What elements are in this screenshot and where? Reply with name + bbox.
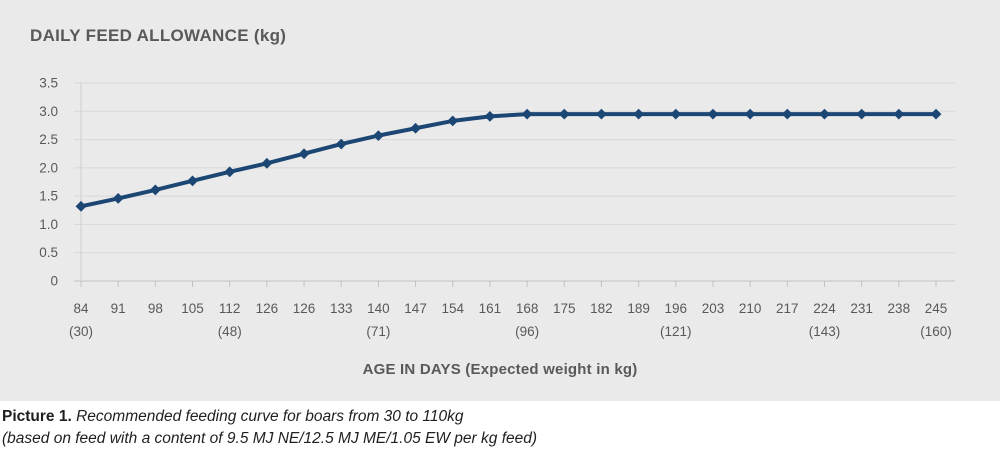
x-age-label: 98: [148, 301, 163, 316]
data-point-marker: [558, 108, 570, 120]
x-age-label: 231: [850, 301, 873, 316]
x-age-label: 105: [181, 301, 204, 316]
data-point-marker: [335, 138, 347, 150]
feeding-curve-chart-card: DAILY FEED ALLOWANCE (kg) 0 0.5 1.0 1.5 2.0 2…: [0, 0, 1000, 401]
data-point-marker: [856, 108, 868, 120]
x-weight-label: (71): [366, 324, 390, 339]
chart-title: DAILY FEED ALLOWANCE (kg): [30, 26, 287, 45]
y-tick-label: 2.5: [39, 132, 58, 147]
x-age-label: 133: [330, 301, 353, 316]
x-age-label: 126: [293, 301, 316, 316]
data-point-marker: [298, 148, 310, 160]
y-tick-label: 1.0: [39, 217, 58, 232]
x-age-label: 168: [516, 301, 539, 316]
x-age-label: 84: [73, 301, 89, 316]
data-point-marker: [261, 157, 273, 169]
figure-caption: Picture 1. Recommended feeding curve for…: [2, 406, 992, 450]
data-point-marker: [372, 130, 384, 142]
data-point-marker: [633, 108, 645, 120]
data-point-marker: [484, 110, 496, 122]
caption-line-1: Picture 1. Recommended feeding curve for…: [2, 406, 992, 428]
series-line: [79, 112, 938, 209]
x-age-label: 189: [627, 301, 650, 316]
data-point-marker: [521, 108, 533, 120]
data-point-marker: [930, 108, 942, 120]
x-age-label: 238: [888, 301, 911, 316]
x-axis-title-main: AGE IN DAYS: [362, 361, 461, 378]
data-point-marker: [819, 108, 830, 120]
x-age-label: 140: [367, 301, 390, 316]
data-point-marker: [149, 184, 161, 196]
x-age-label: 161: [479, 301, 502, 316]
x-weight-label: (30): [69, 324, 93, 339]
data-point-marker: [707, 108, 719, 120]
caption-text-line2: (based on feed with a content of 9.5 MJ …: [2, 430, 538, 447]
x-age-label: 224: [813, 301, 836, 316]
caption-label: Picture 1.: [2, 408, 72, 425]
x-age-label: 175: [553, 301, 576, 316]
data-point-marker: [75, 200, 87, 212]
data-point-marker: [670, 108, 682, 120]
x-weight-label: (121): [660, 324, 692, 339]
data-point-marker: [410, 122, 421, 134]
y-tick-label: 2.0: [39, 160, 58, 175]
y-tick-label: 3.0: [39, 104, 58, 119]
data-point-marker: [781, 108, 793, 120]
chart-plot-area: 0 0.5 1.0 1.5 2.0 2.5 3.0 3.5 84 (30) 91 98 105 112 (4…: [39, 76, 955, 339]
x-age-label: 217: [776, 301, 799, 316]
x-age-label: 154: [441, 301, 464, 316]
x-age-label: 210: [739, 301, 762, 316]
data-point-marker: [744, 108, 756, 120]
y-tick-label: 1.5: [39, 189, 58, 204]
x-weight-label: (96): [515, 324, 539, 339]
x-weight-label: (160): [920, 324, 952, 339]
y-tick-label: 0: [50, 274, 58, 289]
x-weight-label: (48): [218, 324, 242, 339]
x-age-label: 112: [219, 301, 241, 316]
x-age-label: 126: [256, 301, 279, 316]
x-weight-label: (143): [809, 324, 841, 339]
data-point-marker: [224, 166, 236, 178]
y-tick-label: 0.5: [39, 245, 58, 260]
x-age-label: 196: [665, 301, 688, 316]
y-tick-label: 3.5: [39, 76, 58, 91]
data-point-marker: [112, 193, 124, 204]
x-age-label: 245: [925, 301, 948, 316]
x-age-label: 182: [590, 301, 613, 316]
x-age-label: 203: [702, 301, 725, 316]
x-axis-title: AGE IN DAYS (Expected weight in kg): [0, 361, 1000, 378]
data-point-marker: [596, 108, 607, 120]
x-axis-title-sub: (Expected weight in kg): [465, 361, 638, 378]
data-point-marker: [447, 115, 459, 127]
x-age-label: 91: [111, 301, 126, 316]
data-point-marker: [893, 108, 905, 120]
caption-text-line1: Recommended feeding curve for boars from…: [76, 408, 464, 425]
x-age-label: 147: [404, 301, 427, 316]
data-point-marker: [187, 175, 198, 187]
